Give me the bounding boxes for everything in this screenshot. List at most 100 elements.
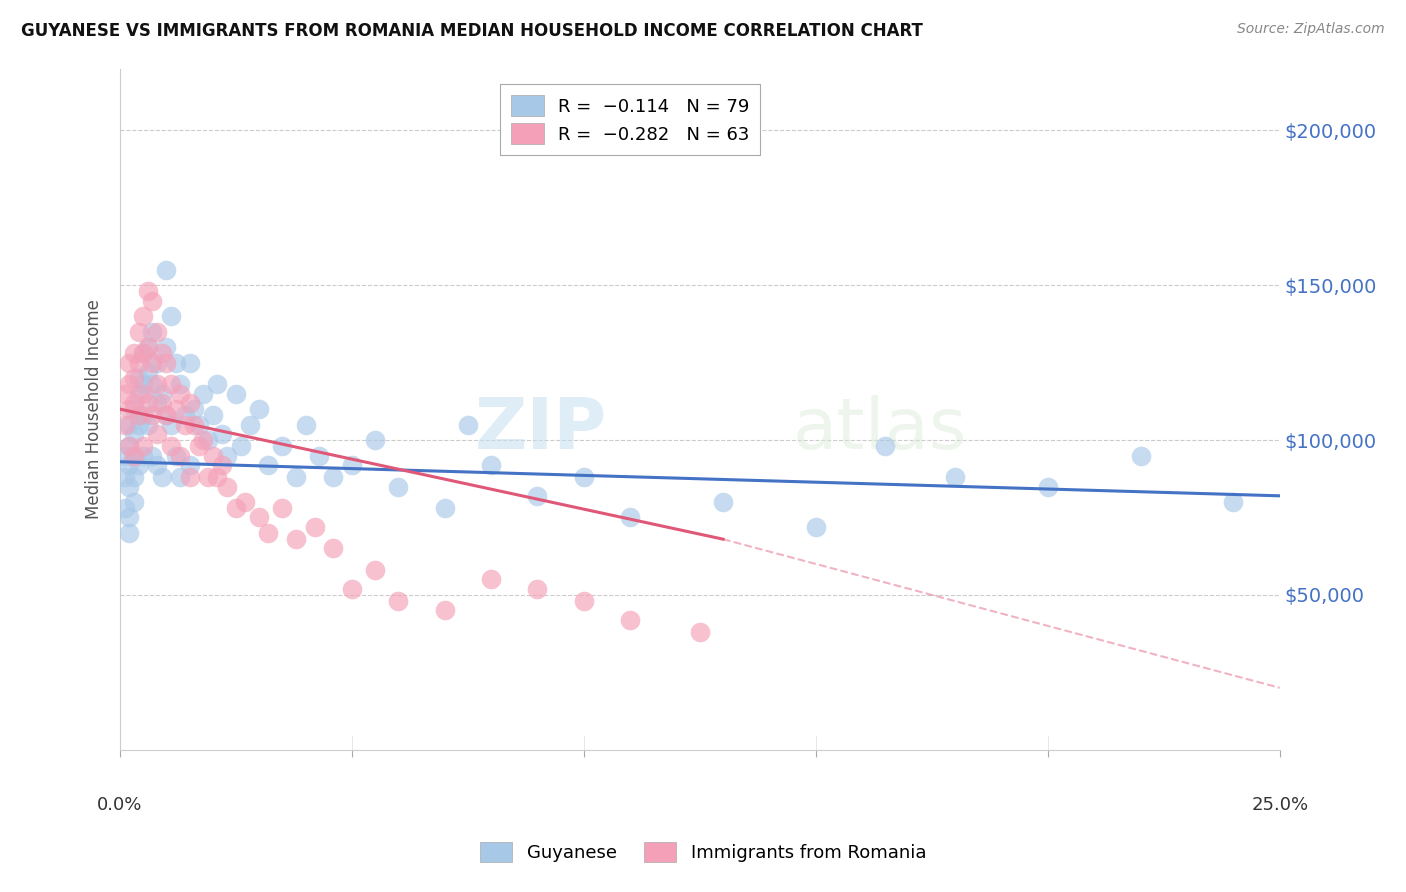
Point bbox=[132, 439, 155, 453]
Point bbox=[201, 449, 224, 463]
Point bbox=[169, 377, 191, 392]
Point bbox=[457, 417, 479, 432]
Point bbox=[169, 386, 191, 401]
Point bbox=[572, 594, 595, 608]
Point bbox=[114, 449, 136, 463]
Point bbox=[229, 439, 252, 453]
Point bbox=[132, 409, 155, 423]
Point bbox=[122, 495, 145, 509]
Point bbox=[211, 458, 233, 472]
Point bbox=[179, 356, 201, 370]
Point bbox=[146, 356, 169, 370]
Point bbox=[165, 356, 187, 370]
Point bbox=[155, 356, 177, 370]
Text: Source: ZipAtlas.com: Source: ZipAtlas.com bbox=[1237, 22, 1385, 37]
Point bbox=[257, 526, 280, 541]
Y-axis label: Median Household Income: Median Household Income bbox=[86, 299, 103, 519]
Point bbox=[114, 501, 136, 516]
Point bbox=[146, 458, 169, 472]
Point bbox=[572, 470, 595, 484]
Point bbox=[160, 310, 183, 324]
Point bbox=[179, 396, 201, 410]
Point bbox=[132, 377, 155, 392]
Point bbox=[146, 377, 169, 392]
Point bbox=[804, 520, 827, 534]
Point bbox=[118, 356, 141, 370]
Point bbox=[146, 325, 169, 339]
Point bbox=[479, 573, 502, 587]
Point bbox=[619, 613, 641, 627]
Point bbox=[150, 386, 173, 401]
Point bbox=[233, 495, 256, 509]
Point bbox=[114, 417, 136, 432]
Point bbox=[247, 402, 270, 417]
Point bbox=[526, 582, 548, 596]
Text: atlas: atlas bbox=[793, 395, 967, 464]
Point bbox=[141, 293, 163, 308]
Point bbox=[174, 417, 197, 432]
Point bbox=[239, 417, 262, 432]
Point bbox=[118, 526, 141, 541]
Point bbox=[169, 449, 191, 463]
Point bbox=[322, 541, 344, 556]
Point bbox=[179, 458, 201, 472]
Point bbox=[122, 396, 145, 410]
Text: 25.0%: 25.0% bbox=[1251, 797, 1308, 814]
Point bbox=[433, 501, 456, 516]
Point bbox=[207, 377, 229, 392]
Point bbox=[136, 340, 159, 354]
Point bbox=[711, 495, 734, 509]
Point bbox=[193, 433, 215, 447]
Point bbox=[128, 409, 150, 423]
Point bbox=[150, 346, 173, 360]
Point bbox=[132, 310, 155, 324]
Point bbox=[689, 625, 711, 640]
Point bbox=[247, 510, 270, 524]
Point bbox=[128, 458, 150, 472]
Point bbox=[118, 458, 141, 472]
Point bbox=[118, 417, 141, 432]
Point bbox=[146, 426, 169, 441]
Point bbox=[294, 417, 316, 432]
Point bbox=[136, 340, 159, 354]
Point bbox=[155, 262, 177, 277]
Point bbox=[146, 396, 169, 410]
Point bbox=[187, 439, 209, 453]
Point bbox=[257, 458, 280, 472]
Point bbox=[197, 433, 219, 447]
Point bbox=[322, 470, 344, 484]
Point bbox=[165, 449, 187, 463]
Point bbox=[526, 489, 548, 503]
Point bbox=[132, 346, 155, 360]
Point bbox=[122, 371, 145, 385]
Point bbox=[132, 449, 155, 463]
Point bbox=[118, 479, 141, 493]
Point bbox=[136, 396, 159, 410]
Point bbox=[155, 409, 177, 423]
Point bbox=[141, 356, 163, 370]
Point bbox=[193, 386, 215, 401]
Text: ZIP: ZIP bbox=[475, 395, 607, 464]
Point bbox=[433, 603, 456, 617]
Point bbox=[132, 346, 155, 360]
Point bbox=[155, 409, 177, 423]
Point bbox=[128, 356, 150, 370]
Point bbox=[308, 449, 330, 463]
Point bbox=[141, 449, 163, 463]
Point bbox=[160, 439, 183, 453]
Point bbox=[387, 594, 409, 608]
Point bbox=[114, 386, 136, 401]
Point bbox=[128, 325, 150, 339]
Point bbox=[141, 377, 163, 392]
Point bbox=[165, 402, 187, 417]
Point bbox=[114, 470, 136, 484]
Legend: R =  −0.114   N = 79, R =  −0.282   N = 63: R = −0.114 N = 79, R = −0.282 N = 63 bbox=[501, 85, 761, 155]
Point bbox=[128, 417, 150, 432]
Point bbox=[132, 386, 155, 401]
Point bbox=[128, 371, 150, 385]
Point bbox=[141, 409, 163, 423]
Point bbox=[122, 449, 145, 463]
Point bbox=[136, 417, 159, 432]
Point bbox=[136, 365, 159, 379]
Point bbox=[160, 377, 183, 392]
